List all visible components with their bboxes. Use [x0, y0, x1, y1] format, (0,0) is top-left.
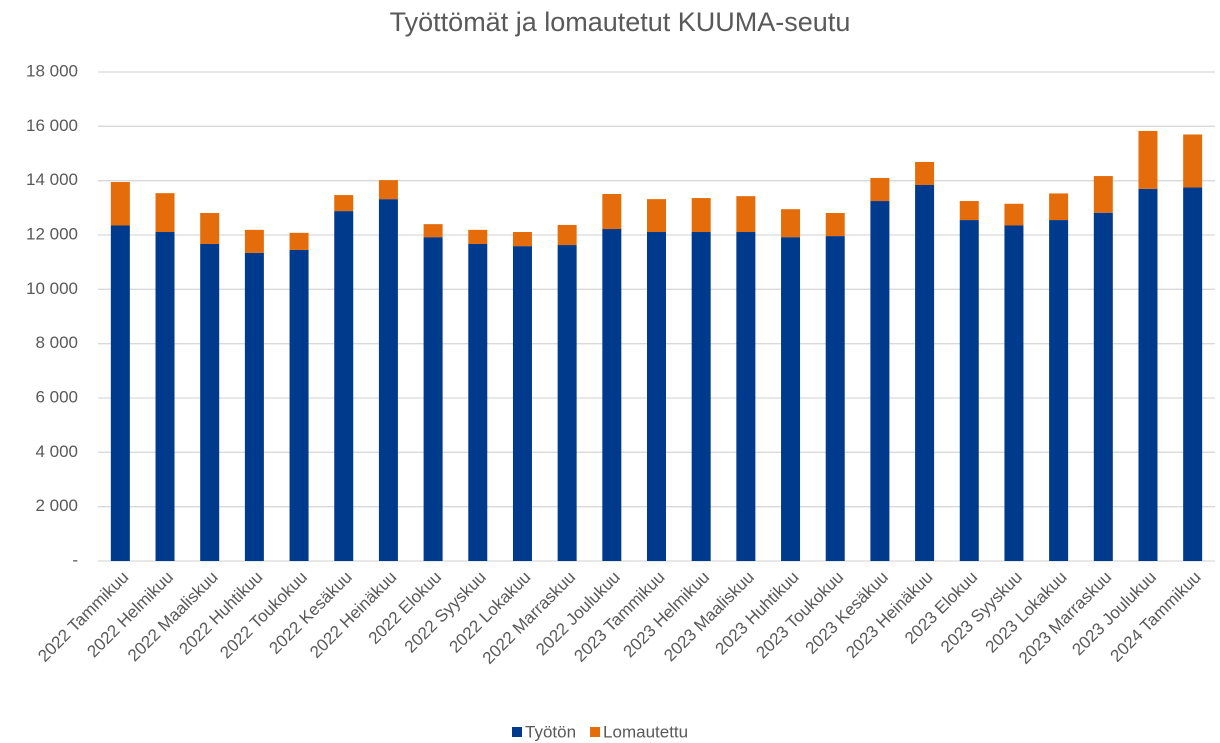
y-tick-label: 18 000: [26, 61, 78, 80]
bar-segment: [915, 161, 935, 186]
bar-segment: [1049, 193, 1069, 221]
bar-segment: [110, 225, 130, 561]
bar-segment: [602, 229, 622, 562]
y-tick-label: 8 000: [35, 333, 78, 352]
chart-title: Työttömät ja lomautetut KUUMA-seutu: [390, 7, 851, 37]
bar-segment: [110, 182, 130, 226]
bar-segment: [647, 232, 666, 562]
bar-segment: [870, 177, 890, 202]
bar-segment: [334, 211, 354, 562]
bar-segment: [200, 243, 220, 561]
bar-segment: [468, 243, 488, 561]
legend-label: Työtön: [525, 722, 576, 741]
bar-segment: [468, 229, 488, 244]
y-tick-label: 10 000: [26, 279, 78, 298]
bar-segment: [200, 212, 220, 244]
bar-segment: [289, 249, 309, 562]
bar-segment: [512, 232, 532, 247]
legend-label: Lomautettu: [603, 722, 688, 741]
bar-segment: [736, 196, 756, 233]
bar-segment: [825, 212, 845, 237]
bar-segment: [423, 224, 443, 238]
bar-segment: [959, 201, 979, 221]
bar-segment: [1004, 203, 1024, 226]
bar-segment: [825, 236, 845, 561]
bar-segment: [244, 229, 264, 253]
bar-segment: [736, 232, 756, 562]
legend-swatch: [512, 727, 522, 737]
bar-segment: [334, 195, 354, 212]
y-tick-label: -: [72, 550, 78, 569]
bar-segment: [155, 232, 175, 562]
bar-segment: [781, 209, 801, 238]
bar-segment: [557, 245, 577, 561]
bar-segment: [557, 224, 577, 246]
bar-segment: [512, 246, 532, 561]
bar-segment: [1093, 176, 1113, 213]
bar-segment: [959, 220, 979, 561]
y-tick-label: 14 000: [26, 170, 78, 189]
bar-segment: [1138, 130, 1158, 189]
bar-segment: [602, 193, 622, 230]
bar-segment: [781, 237, 801, 561]
bar-segment: [1183, 187, 1203, 562]
bar-segment: [1093, 212, 1113, 561]
bar-segment: [423, 237, 443, 561]
bar-segment: [155, 193, 175, 233]
y-tick-label: 6 000: [35, 387, 78, 406]
bar-segment: [915, 185, 935, 561]
y-tick-label: 2 000: [35, 496, 78, 515]
bar-segment: [244, 252, 264, 561]
bar-segment: [1183, 134, 1203, 188]
bar-segment: [691, 232, 711, 562]
bar-segment: [1004, 225, 1024, 561]
bar-segment: [870, 201, 890, 561]
y-tick-label: 4 000: [35, 442, 78, 461]
bar-segment: [378, 180, 398, 200]
bar-segment: [289, 232, 309, 250]
bar-segment: [647, 199, 666, 233]
bar-segment: [1049, 220, 1069, 561]
bar-segment: [378, 199, 398, 561]
bar-segment: [1138, 188, 1158, 562]
legend-swatch: [590, 727, 601, 737]
y-tick-label: 16 000: [26, 116, 78, 135]
bar-segment: [691, 198, 711, 233]
y-tick-label: 12 000: [26, 224, 78, 243]
